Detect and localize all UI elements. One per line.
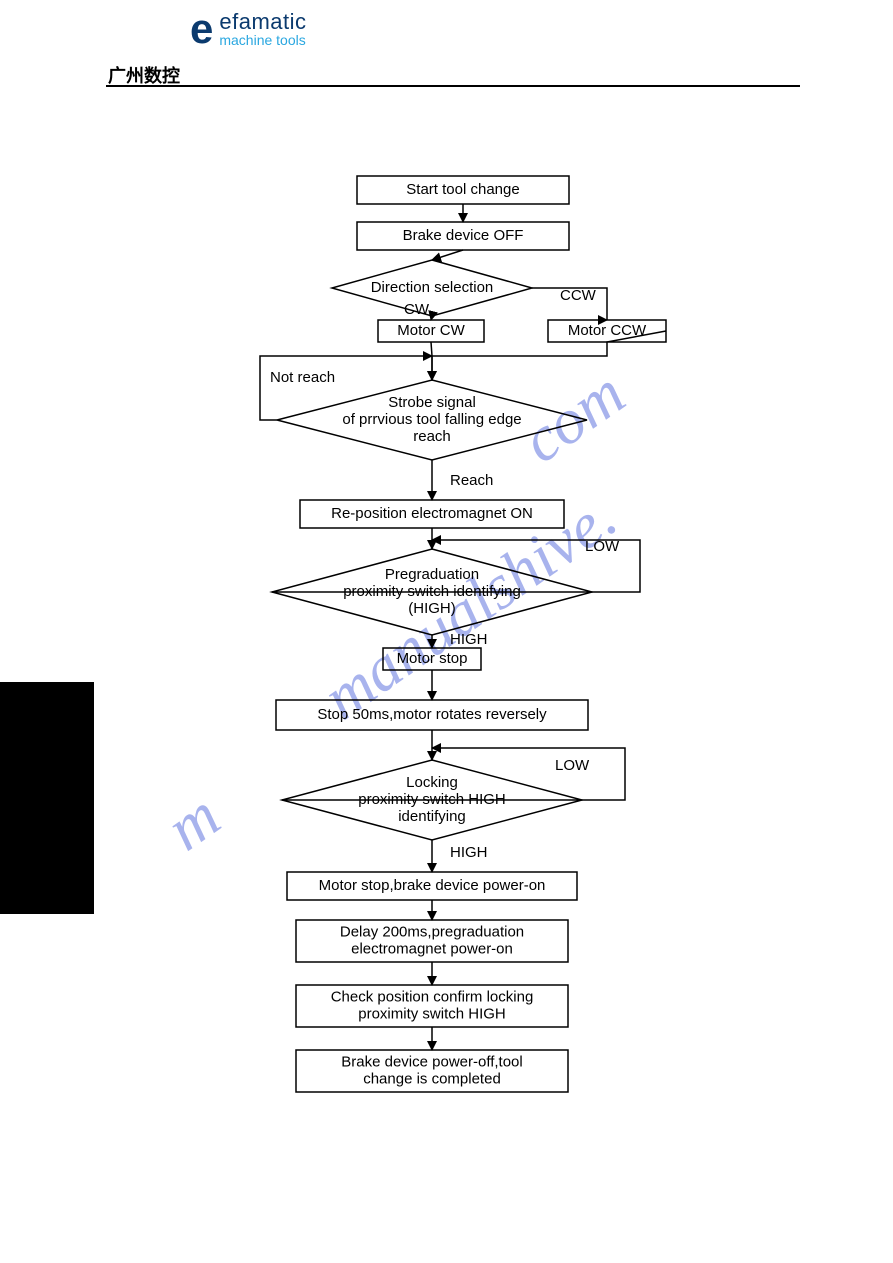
svg-text:HIGH: HIGH [450,631,488,648]
svg-text:reach: reach [413,428,451,445]
svg-text:change is completed: change is completed [363,1070,501,1087]
svg-text:Start tool change: Start tool change [406,181,519,198]
svg-text:HIGH: HIGH [450,844,488,861]
svg-text:Locking: Locking [406,774,458,791]
svg-text:LOW: LOW [555,757,590,774]
svg-text:Motor stop,brake device power-: Motor stop,brake device power-on [319,877,546,894]
svg-text:Delay 200ms,pregraduation: Delay 200ms,pregraduation [340,923,524,940]
svg-text:electromagnet power-on: electromagnet power-on [351,940,513,957]
svg-text:CW: CW [404,301,430,318]
svg-text:LOW: LOW [585,538,620,555]
svg-text:Strobe signal: Strobe signal [388,394,476,411]
svg-text:(HIGH): (HIGH) [408,600,456,617]
svg-text:Check position confirm locking: Check position confirm locking [331,988,534,1005]
svg-text:Motor stop: Motor stop [397,650,468,667]
svg-text:of prrvious tool falling edge: of prrvious tool falling edge [342,411,521,428]
svg-text:Re-position electromagnet ON: Re-position electromagnet ON [331,505,533,522]
svg-text:Brake device power-off,tool: Brake device power-off,tool [341,1053,523,1070]
svg-text:identifying: identifying [398,808,466,825]
svg-text:Brake device OFF: Brake device OFF [403,227,524,244]
svg-text:Motor CW: Motor CW [397,322,465,339]
svg-text:Pregraduation: Pregraduation [385,566,479,583]
svg-text:Reach: Reach [450,472,493,489]
svg-text:Direction selection: Direction selection [371,279,494,296]
svg-text:Stop 50ms,motor rotates revers: Stop 50ms,motor rotates reversely [317,706,547,723]
svg-text:Not reach: Not reach [270,369,335,386]
flowchart: Start tool change Brake device OFF Directi… [0,0,893,1263]
svg-text:CCW: CCW [560,287,597,304]
svg-text:proximity switch HIGH: proximity switch HIGH [358,1005,506,1022]
